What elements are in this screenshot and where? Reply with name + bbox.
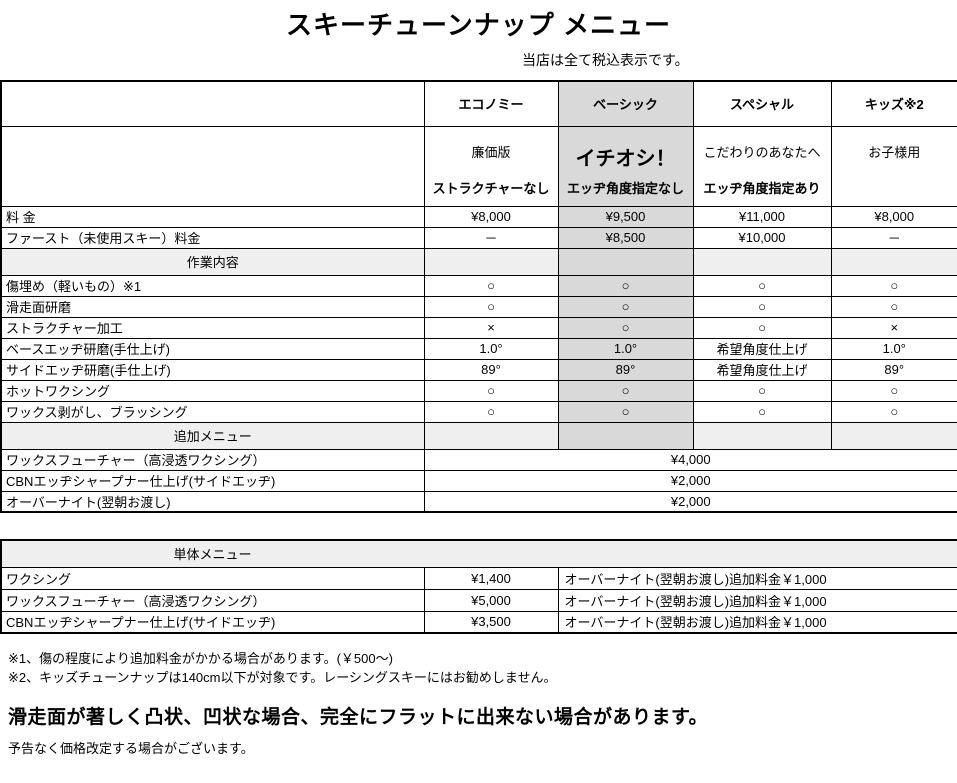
section-single-menu: 単体メニュー (0, 539, 957, 568)
plan-description-row: 廉価版 ストラクチャーなし イチオシ！ エッヂ角度指定なし こだわりのあなたへ … (0, 125, 957, 207)
column-header-kids: キッズ※2 (830, 80, 957, 127)
column-header-special: スペシャル (692, 80, 832, 127)
price-change-note: 予告なく価格改定する場合がございます。 (8, 741, 254, 756)
overnight-surcharge-note: オーバーナイト(翌朝お渡し)追加料金￥1,000 (557, 610, 957, 634)
flatness-warning: 滑走面が著しく凸状、凹状な場合、完全にフラットに出来ない場合があります。 (8, 707, 709, 728)
tuneup-menu-table: エコノミー ベーシック スペシャル キッズ※2 廉価版 ストラクチャーなし イチ… (0, 80, 957, 513)
single-menu-table: 単体メニュー ワクシング ¥1,400 オーバーナイト(翌朝お渡し)追加料金￥1… (0, 539, 957, 634)
overnight-surcharge-note: オーバーナイト(翌朝お渡し)追加料金￥1,000 (557, 588, 957, 612)
row-hot-waxing: ホットワクシング ○ ○ ○ ○ (0, 379, 957, 402)
section-title: 単体メニュー (173, 547, 252, 563)
plan-tagline: 廉価版 (471, 144, 511, 160)
row-base-grinding: 滑走面研磨 ○ ○ ○ ○ (0, 295, 957, 318)
merged-price-cell: ¥4,000 (423, 448, 957, 471)
plan-desc-economy: 廉価版 ストラクチャーなし (423, 125, 559, 207)
plan-header-row: エコノミー ベーシック スペシャル キッズ※2 (0, 80, 957, 127)
corner-cell (0, 80, 425, 127)
section-additional-menu: 追加メニュー (0, 421, 957, 450)
row-cbn-edge: CBNエッヂシャープナー仕上げ(サイドエッヂ) ¥2,000 (0, 469, 957, 492)
plan-spec: エッヂ角度指定なし (566, 180, 684, 196)
row-structure: ストラクチャー加工 × ○ ○ × (0, 316, 957, 339)
row-side-edge: サイドエッヂ研磨(手仕上げ) 89° 89° 希望角度仕上げ 89° (0, 358, 957, 381)
section-work-contents: 作業内容 (0, 247, 957, 276)
row-price: 料 金 ¥8,000 ¥9,500 ¥11,000 ¥8,000 (0, 205, 957, 228)
row-base-edge: ベースエッヂ研磨(手仕上げ) 1.0° 1.0° 希望角度仕上げ 1.0° (0, 337, 957, 360)
merged-price-cell: ¥2,000 (423, 469, 957, 492)
footnotes: ※1、傷の程度により追加料金がかかる場合があります。(￥500～) ※2、キッズ… (0, 649, 957, 757)
plan-tagline: こだわりのあなたへ (703, 144, 821, 160)
plan-desc-kids: お子様用 (830, 125, 957, 207)
column-header-economy: エコノミー (423, 80, 559, 127)
row-overnight: オーバーナイト(翌朝お渡し) ¥2,000 (0, 490, 957, 513)
plan-tagline: イチオシ！ (575, 147, 676, 170)
row-wax-future-single: ワックスフューチャー（高浸透ワクシング） ¥5,000 オーバーナイト(翌朝お渡… (0, 588, 957, 612)
row-wax-scraping: ワックス剥がし、ブラッシング ○ ○ ○ ○ (0, 400, 957, 423)
page-title: スキーチューンナップ メニュー (286, 10, 671, 40)
plan-spec: ストラクチャーなし (432, 180, 550, 196)
corner-cell (0, 125, 425, 207)
row-wax-future: ワックスフューチャー（高浸透ワクシング） ¥4,000 (0, 448, 957, 471)
row-cbn-single: CBNエッヂシャープナー仕上げ(サイドエッヂ) ¥3,500 オーバーナイト(翌… (0, 610, 957, 634)
tax-note: 当店は全て税込表示です。 (522, 52, 689, 68)
row-first-price: ファースト（未使用スキー）料金 － ¥8,500 ¥10,000 － (0, 226, 957, 249)
plan-desc-special: こだわりのあなたへ エッヂ角度指定あり (692, 125, 832, 207)
plan-spec: エッヂ角度指定あり (703, 180, 821, 196)
footnote-1: ※1、傷の程度により追加料金がかかる場合があります。(￥500～) (8, 651, 393, 666)
plan-tagline: お子様用 (868, 144, 921, 160)
row-waxing-single: ワクシング ¥1,400 オーバーナイト(翌朝お渡し)追加料金￥1,000 (0, 566, 957, 590)
plan-desc-basic: イチオシ！ エッヂ角度指定なし (557, 125, 694, 207)
column-header-basic: ベーシック (557, 80, 694, 127)
merged-price-cell: ¥2,000 (423, 490, 957, 513)
footnote-2: ※2、キッズチューンナップは140cm以下が対象です。レーシングスキーにはお勧め… (8, 670, 557, 685)
row-scratch-fill: 傷埋め（軽いもの）※1 ○ ○ ○ ○ (0, 274, 957, 297)
overnight-surcharge-note: オーバーナイト(翌朝お渡し)追加料金￥1,000 (557, 566, 957, 590)
